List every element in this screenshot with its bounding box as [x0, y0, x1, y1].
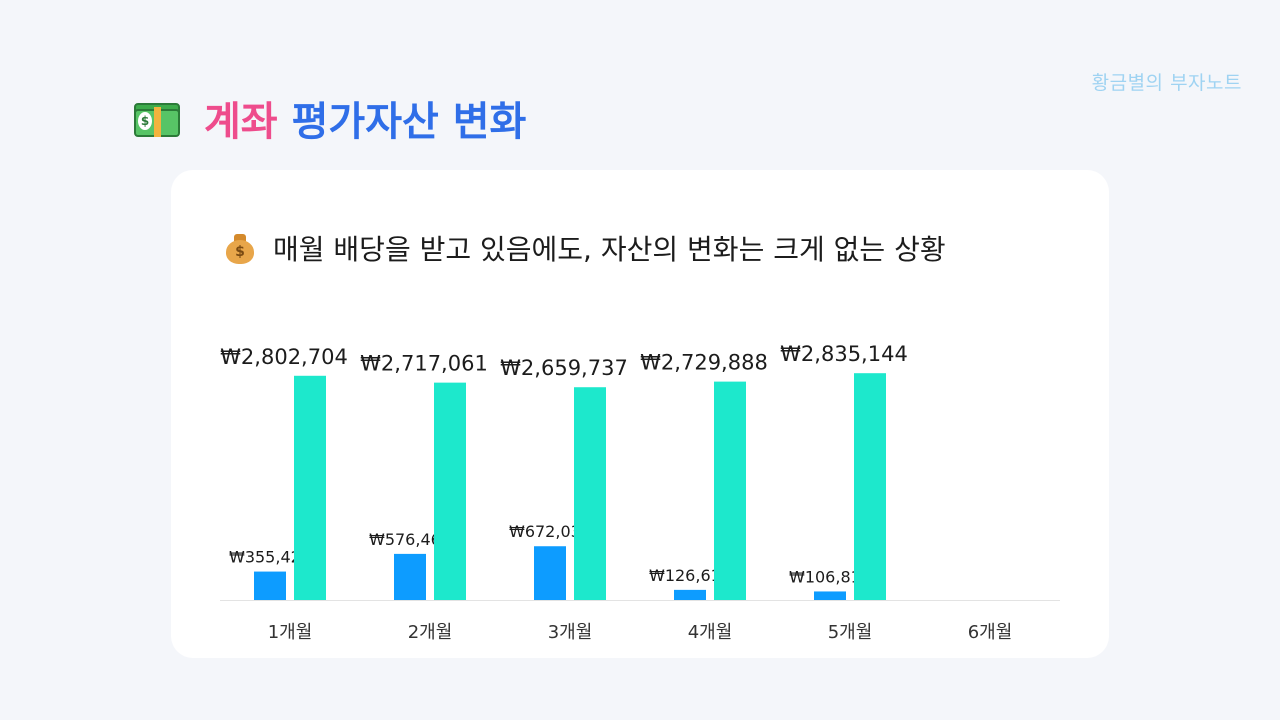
bar-asset-1: [294, 375, 326, 600]
bar-asset-5: [854, 373, 886, 600]
x-tick-label-6: 6개월: [968, 622, 1013, 643]
money-bag-icon: $: [225, 232, 255, 264]
x-tick-label-4: 4개월: [688, 622, 733, 643]
data-label-asset-2: ₩2,717,061: [360, 352, 488, 376]
data-label-asset-3: ₩2,659,737: [500, 356, 628, 380]
chart-subtitle: 매월 배당을 받고 있음에도, 자산의 변화는 크게 없는 상황: [273, 233, 946, 266]
data-label-dividend-2: ₩576,461: [369, 530, 451, 549]
title-part-2: 평가자산 변화: [291, 99, 527, 145]
data-label-dividend-5: ₩106,818: [789, 567, 871, 586]
x-tick-label-1: 1개월: [268, 622, 313, 643]
bar-asset-3: [574, 387, 606, 600]
data-label-asset-1: ₩2,802,704: [220, 345, 348, 369]
watermark: 황금별의 부자노트: [1091, 72, 1242, 94]
data-label-dividend-3: ₩672,037: [509, 522, 591, 541]
bar-dividend-5: [814, 591, 846, 600]
x-tick-label-3: 3개월: [548, 622, 593, 643]
bar-asset-2: [434, 382, 466, 600]
bar-chart: ₩355,423 ₩2,802,704 1개월 ₩576,461 ₩2,717,061 2…: [220, 342, 1060, 643]
bar-dividend-3: [534, 546, 566, 600]
money-bill-icon: $: [132, 99, 182, 137]
bar-dividend-2: [394, 553, 426, 600]
title-part-1: 계좌: [204, 99, 278, 145]
bar-dividend-4: [674, 589, 706, 600]
data-label-dividend-1: ₩355,423: [229, 548, 311, 567]
bar-dividend-1: [254, 571, 286, 600]
x-tick-label-5: 5개월: [828, 622, 873, 643]
data-label-asset-5: ₩2,835,144: [780, 342, 908, 366]
bar-asset-4: [714, 381, 746, 600]
x-tick-label-2: 2개월: [408, 622, 453, 643]
chart-card: $ 매월 배당을 받고 있음에도, 자산의 변화는 크게 없는 상황 ₩355,…: [171, 170, 1109, 658]
page-title: $ 계좌 평가자산 변화: [132, 86, 526, 150]
data-label-asset-4: ₩2,729,888: [640, 351, 768, 375]
data-label-dividend-4: ₩126,616: [649, 566, 731, 585]
chart-subtitle-row: $ 매월 배당을 받고 있음에도, 자산의 변화는 크게 없는 상황: [225, 228, 946, 268]
